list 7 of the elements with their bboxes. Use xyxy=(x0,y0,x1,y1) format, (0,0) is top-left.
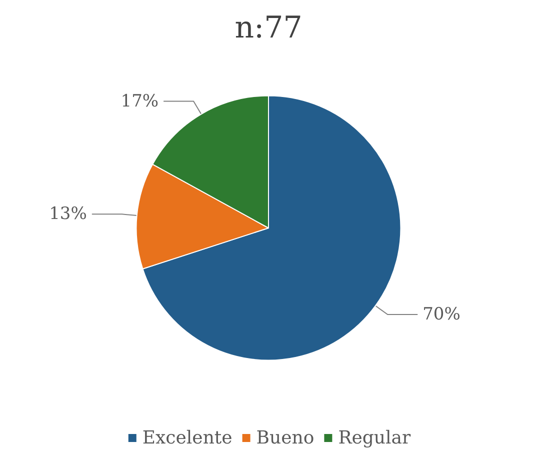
chart-title: n:77 xyxy=(234,10,302,46)
data-label: 17% xyxy=(120,91,159,112)
legend-label: Regular xyxy=(338,428,412,448)
data-label: 13% xyxy=(49,204,87,224)
legend-label: Excelente xyxy=(142,428,232,448)
legend-label: Bueno xyxy=(256,428,314,448)
data-label: 70% xyxy=(422,304,460,325)
